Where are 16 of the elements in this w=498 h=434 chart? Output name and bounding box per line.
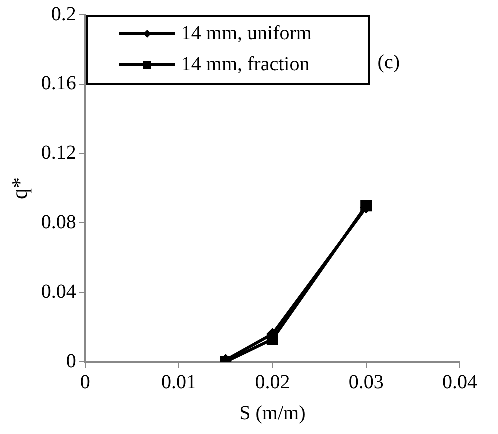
legend-label: 14 mm, fraction [181, 53, 310, 76]
x-tick-label: 0.03 [348, 371, 384, 394]
y-tick-label: 0.2 [51, 3, 76, 26]
y-tick-label: 0 [66, 350, 76, 372]
x-axis-title: S (m/m) [240, 402, 306, 424]
y-tick-label: 0.16 [41, 72, 76, 95]
annotation: (c) [378, 51, 400, 74]
y-tick-label: 0.08 [41, 211, 76, 234]
y-axis-title: q* [6, 178, 32, 200]
x-tick-label: 0.01 [162, 371, 197, 394]
legend-label: 14 mm, uniform [181, 22, 312, 44]
y-tick-label: 0.04 [41, 280, 76, 303]
x-tick-label: 0 [80, 371, 90, 394]
y-tick-label: 0.12 [41, 142, 76, 164]
x-tick-label: 0.02 [255, 371, 290, 394]
x-tick-label: 0.04 [442, 371, 478, 394]
